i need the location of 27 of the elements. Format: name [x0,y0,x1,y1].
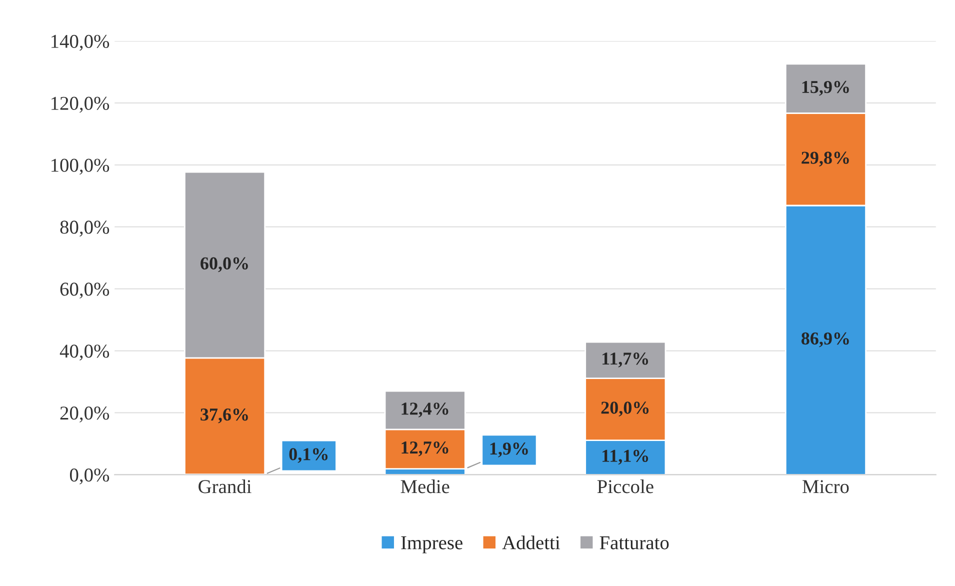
y-tick-label: 40,0% [60,344,110,360]
x-tick-label: Grandi [198,480,252,494]
data-label: 29,8% [802,152,849,166]
x-tick-label: Micro [802,480,849,494]
y-tick-label: 0,0% [70,468,110,484]
data-label: 15,9% [802,80,849,96]
data-label: 11,7% [602,352,648,368]
y-tick-label: 60,0% [60,282,110,299]
data-label: 12,7% [402,441,448,456]
y-tick-label: 80,0% [60,220,110,237]
data-label: 0,1% [289,448,328,463]
data-label: 1,9% [490,442,528,458]
data-label: 11,1% [602,450,648,465]
y-tick-label: 140,0% [52,34,110,51]
x-tick-label: Piccole [597,480,654,494]
data-label: 12,4% [402,402,448,418]
y-tick-label: 20,0% [60,406,110,422]
data-label: 60,0% [200,257,248,272]
x-tick-label: Medie [400,480,450,494]
data-label: 86,9% [802,332,849,348]
data-label: 20,0% [601,402,649,416]
y-tick-label: 120,0% [52,96,110,113]
data-label: 37,6% [200,408,248,424]
legend-label: Addetti [502,536,560,550]
legend-label: Fatturato [600,536,669,550]
legend-label: Imprese [401,536,462,554]
y-tick-label: 100,0% [52,158,110,175]
